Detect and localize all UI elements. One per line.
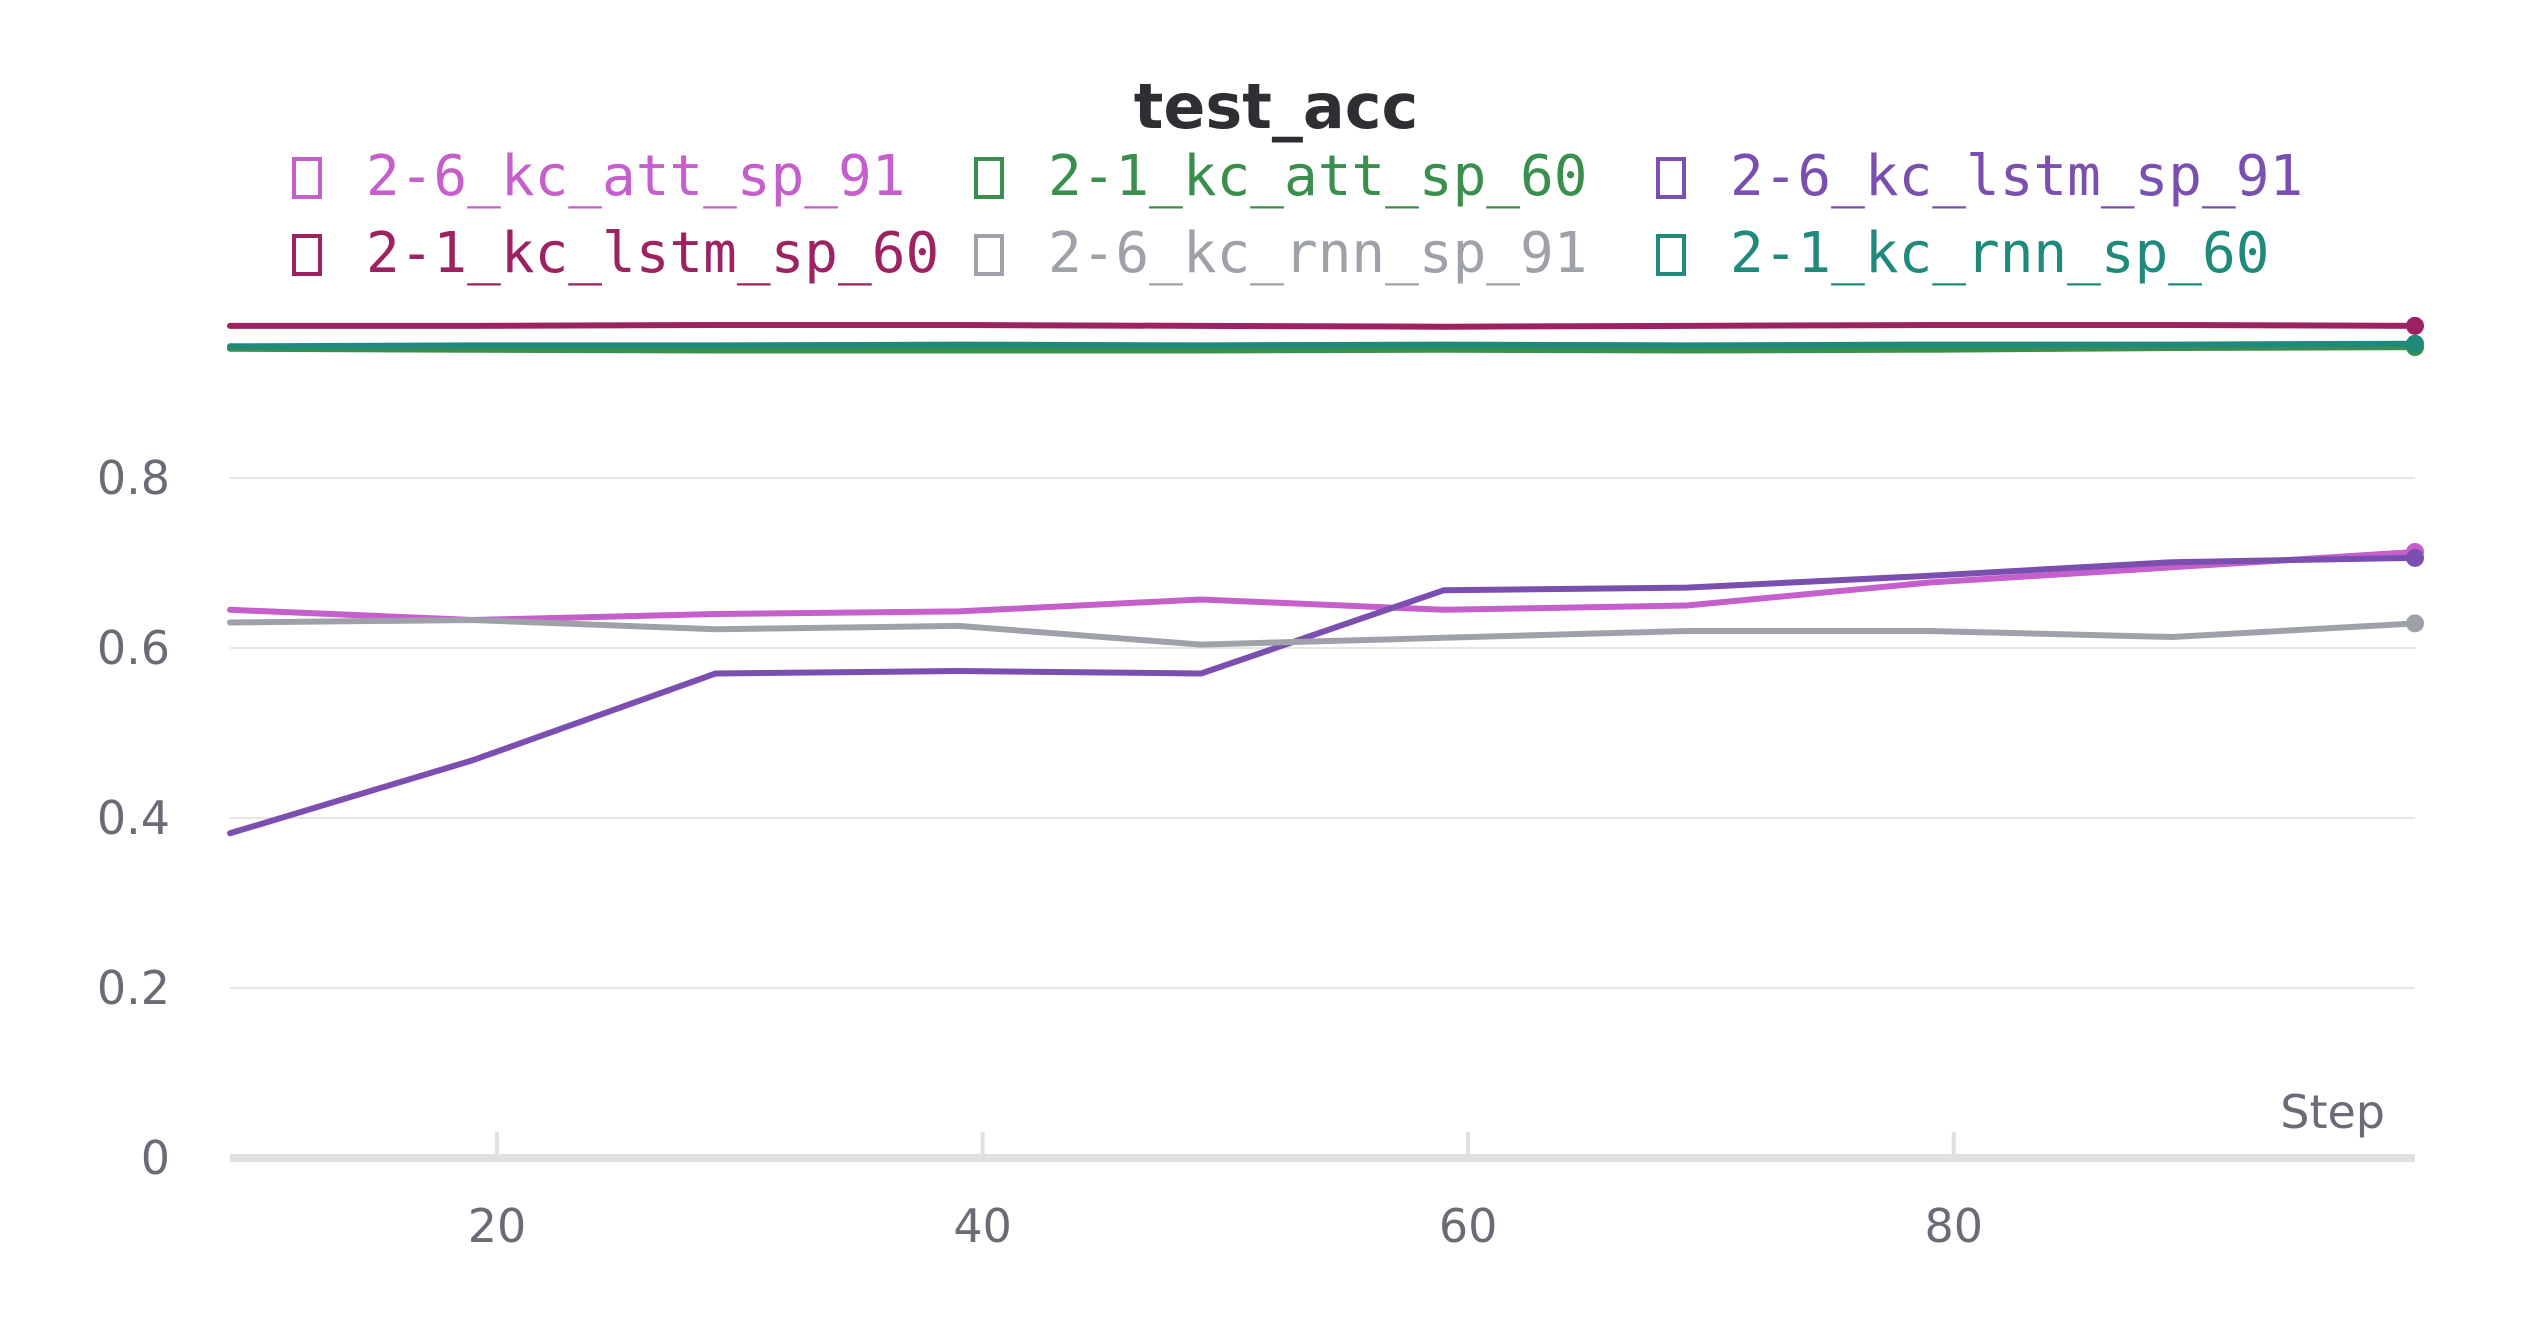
y-tick-label: 0 (141, 1131, 170, 1185)
legend-swatch (974, 234, 1004, 276)
series-group (227, 316, 2424, 837)
legend: 2-6_kc_att_sp_91 2-1_kc_att_sp_60 2-6_kc_l… (292, 144, 2303, 286)
series-line (227, 554, 2418, 837)
y-tick-label: 0.6 (97, 621, 170, 675)
legend-label: 2-6_kc_att_sp_91 (366, 144, 905, 209)
chart-title: test_acc (1134, 70, 1419, 143)
series-line (227, 344, 2418, 354)
legend-swatch (292, 234, 322, 276)
series-end-point (2406, 548, 2424, 567)
legend-label: 2-1_kc_rnn_sp_60 (1730, 221, 2269, 286)
legend-swatch (974, 157, 1004, 199)
series-line (227, 322, 2418, 330)
x-axis: 20 40 60 80 (230, 1132, 2415, 1253)
series-line (227, 617, 2418, 648)
legend-label: 2-1_kc_lstm_sp_60 (366, 221, 939, 286)
series-line (227, 549, 2418, 623)
legend-item: 2-6_kc_att_sp_91 (292, 144, 905, 209)
legend-item: 2-6_kc_rnn_sp_91 (974, 221, 1587, 286)
legend-label: 2-1_kc_att_sp_60 (1048, 144, 1587, 209)
legend-label: 2-6_kc_rnn_sp_91 (1048, 221, 1587, 286)
y-tick-label: 0.2 (97, 961, 170, 1015)
series-end-point (2406, 316, 2424, 335)
y-tick-label: 0.4 (97, 791, 170, 845)
grid (230, 477, 2415, 989)
series-line (227, 340, 2418, 350)
x-tick-label: 40 (953, 1199, 1012, 1253)
legend-label: 2-6_kc_lstm_sp_91 (1730, 144, 2303, 209)
legend-item: 2-1_kc_rnn_sp_60 (1656, 221, 2269, 286)
y-tick-label: 0.8 (97, 451, 170, 505)
legend-swatch (1656, 234, 1686, 276)
legend-item: 2-1_kc_lstm_sp_60 (292, 221, 939, 286)
legend-item: 2-1_kc_att_sp_60 (974, 144, 1587, 209)
legend-swatch (1656, 157, 1686, 199)
series-end-point (2406, 334, 2424, 353)
x-axis-label: Step (2280, 1085, 2385, 1139)
series-end-point (2406, 614, 2424, 633)
legend-swatch (292, 157, 322, 199)
x-tick-label: 60 (1439, 1199, 1498, 1253)
legend-item: 2-6_kc_lstm_sp_91 (1656, 144, 2303, 209)
y-axis: 0 0.2 0.4 0.6 0.8 (97, 451, 170, 1185)
x-tick-label: 80 (1924, 1199, 1983, 1253)
x-tick-label: 20 (468, 1199, 527, 1253)
